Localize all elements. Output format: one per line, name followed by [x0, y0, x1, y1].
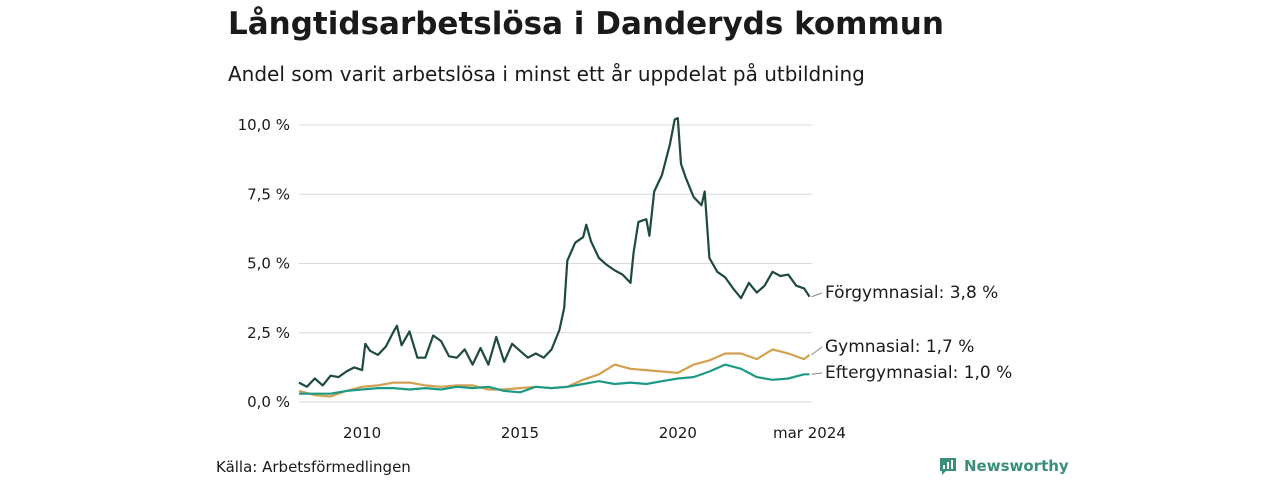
- brand-name: Newsworthy: [964, 457, 1069, 475]
- end-label-förgymnasial: Förgymnasial: 3,8 %: [825, 283, 998, 303]
- grid-lines: [299, 124, 812, 403]
- source-note: Källa: Arbetsförmedlingen: [216, 458, 411, 476]
- brand-logo: Newsworthy: [938, 456, 1069, 476]
- y-tick-label: 5,0 %: [247, 255, 290, 273]
- series-end-labels: Förgymnasial: 3,8 % Gymnasial: 1,7 % Efter…: [811, 283, 1012, 383]
- chart-subtitle: Andel som varit arbetslösa i minst ett å…: [228, 62, 865, 86]
- end-label-eftergymnasial: Eftergymnasial: 1,0 %: [825, 363, 1012, 383]
- label-connector: [811, 372, 823, 375]
- end-label-gymnasial: Gymnasial: 1,7 %: [825, 337, 974, 357]
- chart-title: Långtidsarbetslösa i Danderyds kommun: [228, 6, 944, 42]
- label-connector: [811, 292, 823, 298]
- x-tick-label: mar 2024: [773, 424, 846, 442]
- series-line-gymnasial: [298, 348, 811, 398]
- x-tick-label: 2020: [659, 424, 697, 442]
- x-axis-ticks: 2010 2015 2020 mar 2024: [343, 424, 846, 442]
- label-connector: [811, 346, 823, 356]
- series-line-eftergymnasial: [299, 363, 810, 395]
- newsworthy-logo-icon: [940, 458, 956, 475]
- x-tick-label: 2015: [501, 424, 539, 442]
- y-tick-label: 7,5 %: [247, 185, 290, 203]
- y-tick-label: 2,5 %: [247, 324, 290, 342]
- x-tick-label: 2010: [343, 424, 381, 442]
- y-axis-ticks: 0,0 % 2,5 % 5,0 % 7,5 % 10,0 %: [238, 116, 290, 411]
- y-tick-label: 0,0 %: [247, 393, 290, 411]
- series-lines: [298, 117, 811, 398]
- y-tick-label: 10,0 %: [238, 116, 290, 134]
- series-line-förgymnasial: [298, 117, 811, 388]
